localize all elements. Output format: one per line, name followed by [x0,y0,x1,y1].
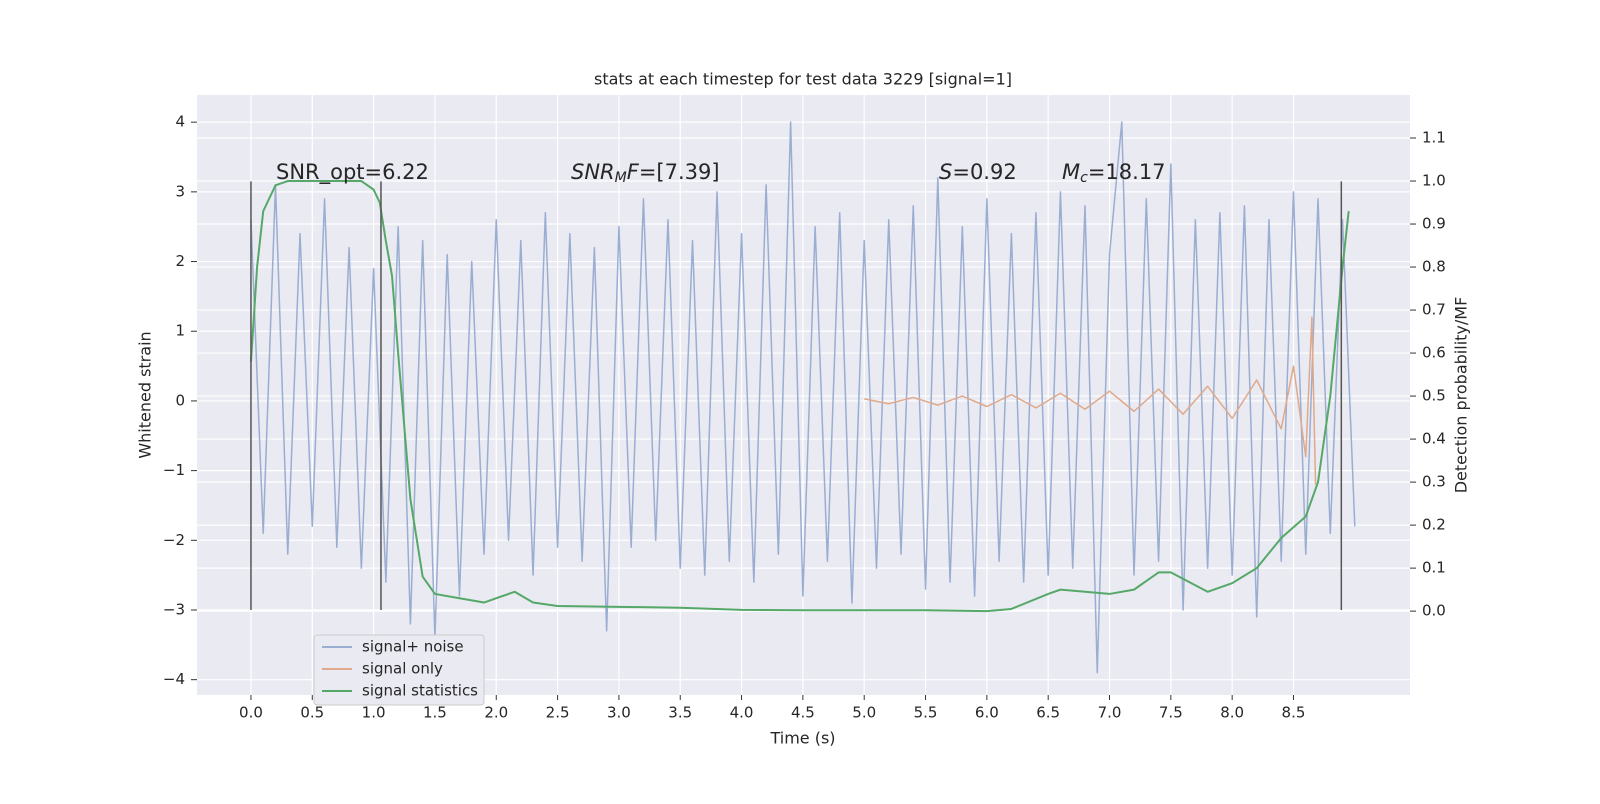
y-tick-label: 1 [175,322,185,340]
y-axis-label: Whitened strain [136,331,155,458]
x-tick-label: 5.0 [852,704,876,722]
y-tick-label: −2 [163,531,185,549]
chart-title: stats at each timestep for test data 322… [594,70,1012,89]
x-tick-label: 0.5 [300,704,324,722]
y2-tick-label: 0.5 [1422,387,1446,405]
x-tick-label: 2.0 [484,704,508,722]
y-tick-label: 2 [175,252,185,270]
x-axis-label: Time (s) [769,729,835,748]
series-line [864,316,1317,485]
annotation: SNRMF=[7.39] [571,160,720,186]
x-tick-label: 4.5 [791,704,815,722]
x-tick-label: 4.0 [730,704,754,722]
annotation-part: F [627,160,640,184]
annotation: Mc=18.17 [1062,160,1166,186]
legend-label: signal only [362,660,443,678]
y-tick-label: −1 [163,461,185,479]
y-tick-label: −4 [163,670,185,688]
x-tick-label: 8.5 [1282,704,1306,722]
y2-tick-label: 0.1 [1422,559,1446,577]
x-tick-label: 3.5 [668,704,692,722]
annotation: S=0.92 [939,160,1017,184]
x-tick-label: 1.0 [362,704,386,722]
y2-tick-label: 0.3 [1422,473,1446,491]
y2-tick-label: 1.1 [1422,129,1446,147]
legend-label: signal+ noise [362,638,464,656]
y-tick-label: −3 [163,600,185,618]
annotation-part: =18.17 [1088,160,1166,184]
annotation-part: c [1080,170,1088,186]
y-tick-label: 0 [175,391,185,409]
annotation-part: S [939,160,952,184]
x-tick-label: 0.0 [239,704,263,722]
annotation-part: SNR [571,160,615,184]
x-tick-label: 7.5 [1159,704,1183,722]
y2-axis-label: Detection probability/MF [1452,297,1471,494]
y2-tick-label: 0.4 [1422,430,1446,448]
legend-label: signal statistics [362,682,478,700]
legend: signal+ noise signal only signal statistic… [313,634,485,706]
y2-tick-label: 0.0 [1422,602,1446,620]
x-tick-label: 6.5 [1036,704,1060,722]
annotation-part: SNR_opt=6.22 [276,160,429,185]
annotation-part: =[7.39] [639,160,720,184]
y-tick-label: 4 [175,113,185,131]
x-tick-label: 2.5 [546,704,570,722]
x-tick-label: 6.0 [975,704,999,722]
x-tick-label: 8.0 [1220,704,1244,722]
grid [197,95,1410,695]
axes: 0.0 0.5 1.0 1.5 2.0 2.5 3.0 3.5 4.0 4.5 5.0 5.5 6.0 6… [163,113,1446,722]
series-line [249,180,1350,613]
annotation-part: M [1062,160,1080,184]
annotation-part: M [615,170,627,186]
annotation-part: =0.92 [952,160,1016,184]
x-tick-label: 1.5 [423,704,447,722]
y2-tick-label: 0.9 [1422,215,1446,233]
x-tick-label: 5.5 [914,704,938,722]
y2-tick-label: 1.0 [1422,172,1446,190]
y2-tick-label: 0.2 [1422,516,1446,534]
legend-box [313,634,485,706]
annotation: SNR_opt=6.22 [276,160,429,185]
y2-tick-label: 0.8 [1422,258,1446,276]
x-tick-label: 7.0 [1098,704,1122,722]
x-tick-label: 3.0 [607,704,631,722]
y-tick-label: 3 [175,182,185,200]
y2-tick-label: 0.7 [1422,301,1446,319]
y2-tick-label: 0.6 [1422,344,1446,362]
